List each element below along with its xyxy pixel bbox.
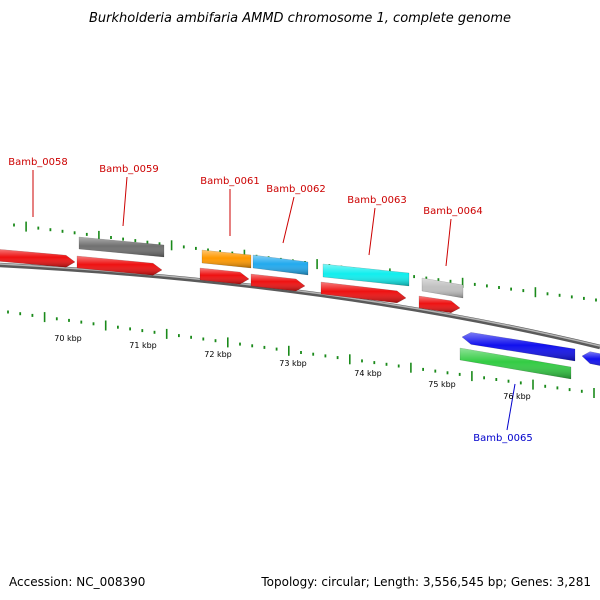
scale-label: 72 kbp — [204, 350, 232, 359]
callout-line — [506, 383, 516, 431]
accession-text: Accession: NC_008390 — [9, 575, 145, 589]
gene-label-bamb-0061[interactable]: Bamb_0061 — [200, 176, 260, 187]
gene-label-bamb-0063[interactable]: Bamb_0063 — [347, 195, 407, 206]
bamb-0059-forward-upper-arrow[interactable] — [78, 236, 165, 258]
callout-line — [122, 176, 128, 227]
gene-label-bamb-0059[interactable]: Bamb_0059 — [99, 164, 159, 175]
feature-tracks — [0, 236, 600, 380]
gene-callouts: Bamb_0058 Bamb_0059 Bamb_0061 Bamb_0062 Bamb… — [8, 157, 533, 444]
map-title: Burkholderia ambifaria AMMD chromosome 1… — [89, 11, 511, 26]
callout-line — [368, 207, 376, 256]
scale-label: 75 kbp — [428, 380, 456, 389]
bamb-0064-forward-upper-arrow[interactable] — [421, 277, 464, 299]
gene-label-bamb-0065[interactable]: Bamb_0065 — [473, 433, 533, 444]
callout-line — [445, 218, 452, 267]
unnamed-reverse-upper-arrow[interactable] — [581, 351, 600, 368]
genome-summary-text: Topology: circular; Length: 3,556,545 bp… — [260, 575, 591, 589]
chromosome-backbone — [0, 262, 600, 350]
scale-label: 70 kbp — [54, 334, 82, 343]
scale-label: 74 kbp — [354, 369, 382, 378]
scale-labels: 70 kbp 71 kbp 72 kbp 73 kbp 74 kbp 75 kbp 76 k… — [54, 334, 531, 401]
gene-label-bamb-0064[interactable]: Bamb_0064 — [423, 206, 483, 217]
inner-tick-ring — [7, 310, 595, 398]
bamb-0063-forward-upper-arrow[interactable] — [322, 263, 410, 287]
scale-label: 73 kbp — [279, 359, 307, 368]
scale-label: 76 kbp — [503, 392, 531, 401]
scale-label: 71 kbp — [129, 341, 157, 350]
gene-label-bamb-0058[interactable]: Bamb_0058 — [8, 157, 68, 168]
gene-label-bamb-0062[interactable]: Bamb_0062 — [266, 184, 326, 195]
callout-line — [282, 196, 295, 244]
